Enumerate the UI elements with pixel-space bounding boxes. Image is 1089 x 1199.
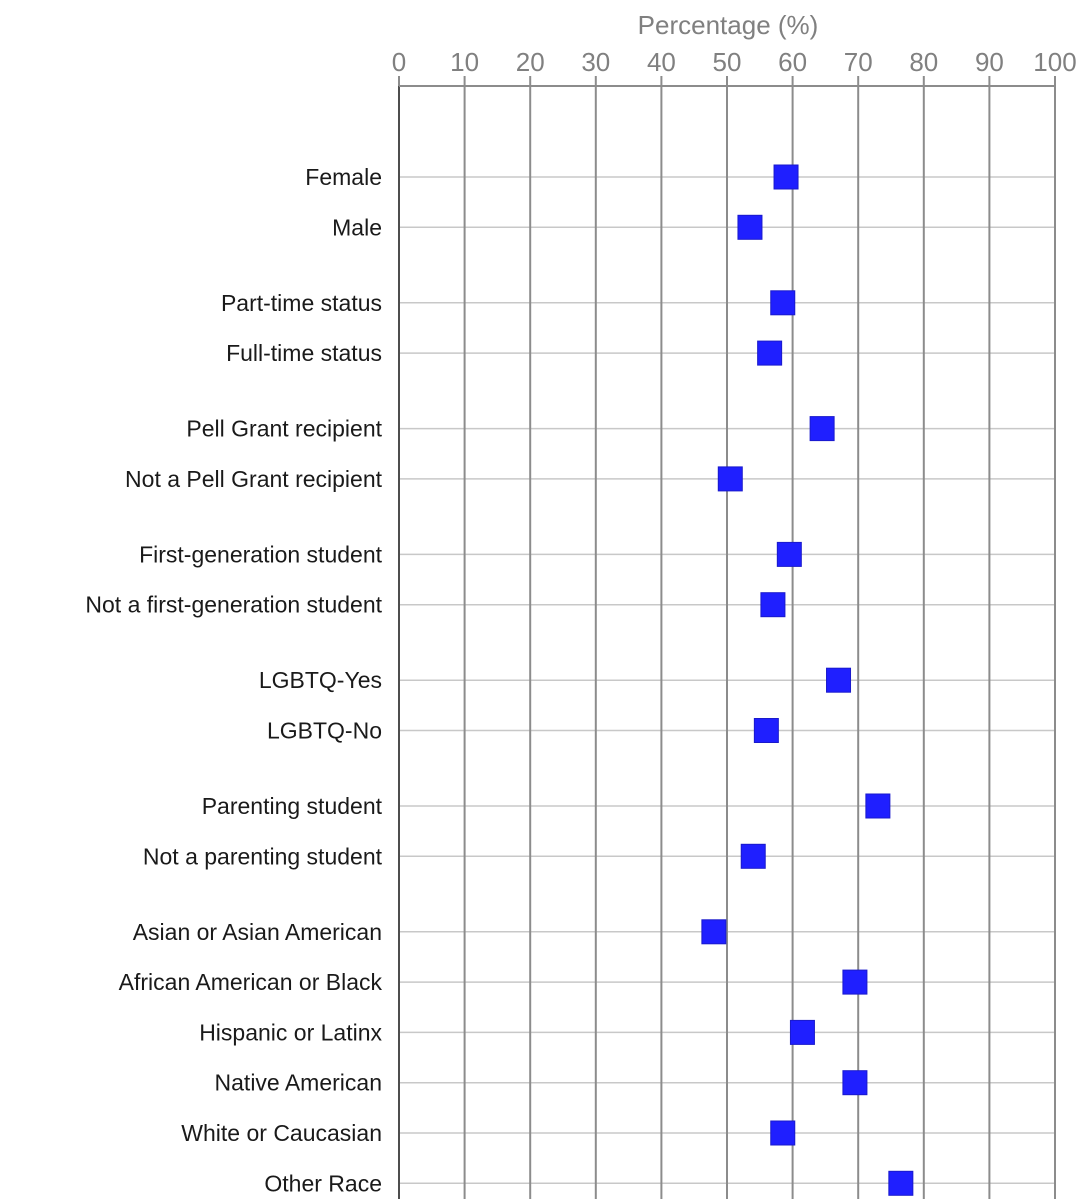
category-rows: Female Male Part-time status Full-time stat…: [85, 164, 382, 1196]
category-label: Pell Grant recipient: [186, 416, 382, 442]
x-tick-label: 10: [450, 47, 479, 77]
data-point-marker: [757, 340, 783, 366]
category-label: LGBTQ-No: [267, 718, 382, 744]
data-point-marker: [842, 1070, 868, 1096]
x-tick-label: 50: [713, 47, 742, 77]
x-tick-label: 20: [516, 47, 545, 77]
data-point-marker: [753, 718, 779, 743]
data-point-marker: [770, 1120, 796, 1146]
data-point-marker: [770, 290, 796, 316]
markers: [701, 164, 914, 1196]
category-label: Parenting student: [202, 793, 383, 819]
data-point-marker: [826, 667, 852, 693]
data-point-marker: [789, 1019, 815, 1045]
x-axis-title: Percentage (%): [638, 10, 819, 40]
category-label: Not a parenting student: [143, 843, 383, 869]
data-point-marker: [865, 793, 891, 819]
category-label: Male: [332, 214, 382, 240]
category-label: Native American: [215, 1070, 382, 1096]
category-label: LGBTQ-Yes: [259, 667, 382, 693]
data-point-marker: [737, 214, 763, 240]
category-label: White or Caucasian: [181, 1120, 382, 1146]
category-label: Not a Pell Grant recipient: [125, 466, 383, 492]
category-label: Asian or Asian American: [133, 919, 382, 945]
x-tick-label: 90: [975, 47, 1004, 77]
data-point-marker: [740, 843, 766, 869]
category-label: African American or Black: [119, 969, 383, 995]
category-label: Part-time status: [221, 290, 382, 316]
grid-layer: [398, 76, 1056, 1199]
data-point-marker: [888, 1170, 914, 1196]
x-tick-label: 80: [909, 47, 938, 77]
category-label: Full-time status: [226, 340, 382, 366]
x-tick-label: 60: [778, 47, 807, 77]
data-point-marker: [701, 919, 727, 945]
x-tick-label: 40: [647, 47, 676, 77]
category-label: Hispanic or Latinx: [199, 1019, 382, 1045]
x-tick-labels: 0 10 20 30 40 50 60 70 80 90 100: [392, 47, 1077, 77]
x-tick-label: 30: [581, 47, 610, 77]
category-label: Other Race: [264, 1170, 382, 1196]
x-tick-label: 70: [844, 47, 873, 77]
data-point-marker: [773, 164, 799, 190]
x-tick-label: 100: [1033, 47, 1076, 77]
data-point-marker: [760, 592, 786, 618]
data-point-marker: [809, 416, 835, 442]
data-point-marker: [717, 466, 743, 492]
category-label: Not a first-generation student: [85, 592, 382, 618]
category-label: Female: [305, 164, 382, 190]
data-point-marker: [842, 969, 868, 995]
x-tick-label: 0: [392, 47, 406, 77]
data-point-marker: [776, 541, 802, 567]
category-label: First-generation student: [139, 541, 383, 567]
